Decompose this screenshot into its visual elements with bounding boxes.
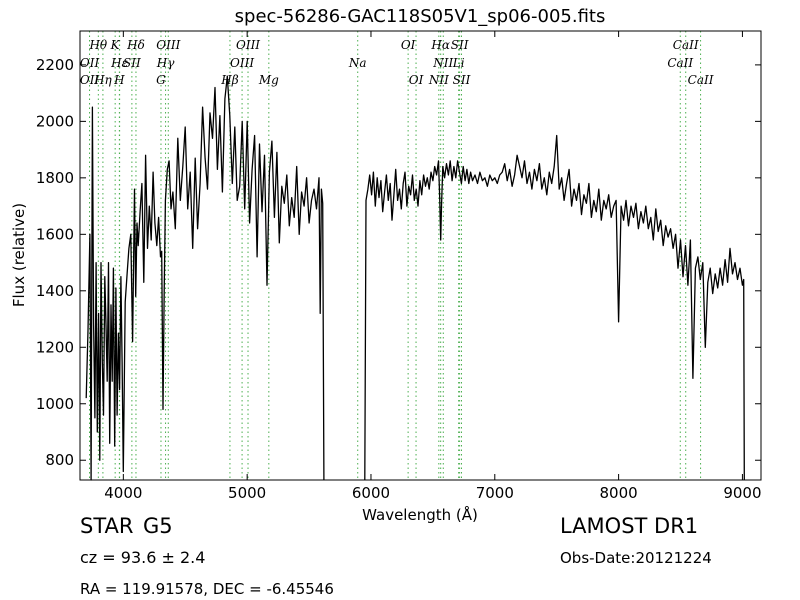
line-label-23: Mg bbox=[258, 73, 279, 87]
redshift-cz: cz = 93.6 ± 2.4 bbox=[80, 548, 206, 567]
x-tick-label-0: 4000 bbox=[104, 484, 142, 502]
line-label-8: CaII bbox=[673, 38, 699, 52]
object-class: STAR bbox=[80, 514, 134, 538]
line-label-16: Li bbox=[452, 56, 465, 70]
line-label-4: OIII bbox=[236, 38, 260, 52]
x-tick-label-2: 6000 bbox=[352, 484, 390, 502]
x-axis-label: Wavelength (Å) bbox=[362, 505, 478, 524]
line-label-14: Na bbox=[348, 56, 367, 70]
x-tick-label-3: 7000 bbox=[476, 484, 514, 502]
survey-name: LAMOST DR1 bbox=[560, 514, 699, 538]
y-tick-label-6: 2000 bbox=[36, 112, 74, 130]
line-label-6: Hα bbox=[430, 38, 450, 52]
line-label-11: SII bbox=[123, 56, 141, 70]
coordinates: RA = 119.91578, DEC = -6.45546 bbox=[80, 580, 334, 598]
y-tick-label-3: 1400 bbox=[36, 282, 74, 300]
line-label-22: Hβ bbox=[220, 73, 238, 87]
x-tick-label-4: 8000 bbox=[600, 484, 638, 502]
y-tick-label-7: 2200 bbox=[36, 56, 74, 74]
line-label-3: OIII bbox=[156, 38, 180, 52]
line-label-20: H bbox=[113, 73, 125, 87]
line-label-13: OIII bbox=[230, 56, 254, 70]
observation-date: Obs-Date:20121224 bbox=[560, 549, 712, 567]
x-tick-label-5: 9000 bbox=[723, 484, 761, 502]
plot-frame bbox=[79, 30, 762, 481]
line-label-15: NII bbox=[432, 56, 453, 70]
line-label-7: SII bbox=[451, 38, 469, 52]
line-label-27: CaII bbox=[688, 73, 714, 87]
line-label-21: G bbox=[156, 73, 166, 87]
spectrum-segment-2 bbox=[364, 134, 745, 481]
line-label-9: OII bbox=[80, 56, 100, 70]
spectrum-segment-1 bbox=[85, 75, 325, 481]
spectrum-series bbox=[85, 75, 745, 481]
line-label-26: SII bbox=[453, 73, 471, 87]
line-label-19: Hη bbox=[93, 73, 112, 87]
line-label-24: OI bbox=[409, 73, 424, 87]
line-label-25: NII bbox=[428, 73, 449, 87]
line-label-18: OII bbox=[80, 73, 100, 87]
line-label-2: Hδ bbox=[126, 38, 145, 52]
spectral-line-markers bbox=[89, 31, 702, 480]
line-label-1: K bbox=[110, 38, 121, 52]
object-subclass: G5 bbox=[143, 514, 173, 538]
y-axis-label: Flux (relative) bbox=[10, 203, 28, 307]
line-label-12: Hγ bbox=[156, 56, 175, 70]
y-tick-label-0: 800 bbox=[45, 451, 74, 469]
line-label-10: Hε bbox=[110, 56, 128, 70]
y-tick-label-4: 1600 bbox=[36, 225, 74, 243]
line-label-0: Hθ bbox=[88, 38, 107, 52]
y-tick-label-1: 1000 bbox=[36, 395, 74, 413]
x-tick-label-1: 5000 bbox=[228, 484, 266, 502]
line-label-17: CaII bbox=[667, 56, 693, 70]
y-tick-label-2: 1200 bbox=[36, 338, 74, 356]
y-tick-label-5: 1800 bbox=[36, 169, 74, 187]
axis-ticks: 4000 5000 6000 7000 8000 9000 800 1000 1200 1400 1… bbox=[36, 31, 762, 502]
chart-title: spec-56286-GAC118S05V1_sp06-005.fits bbox=[235, 6, 606, 27]
line-label-5: OI bbox=[401, 38, 416, 52]
